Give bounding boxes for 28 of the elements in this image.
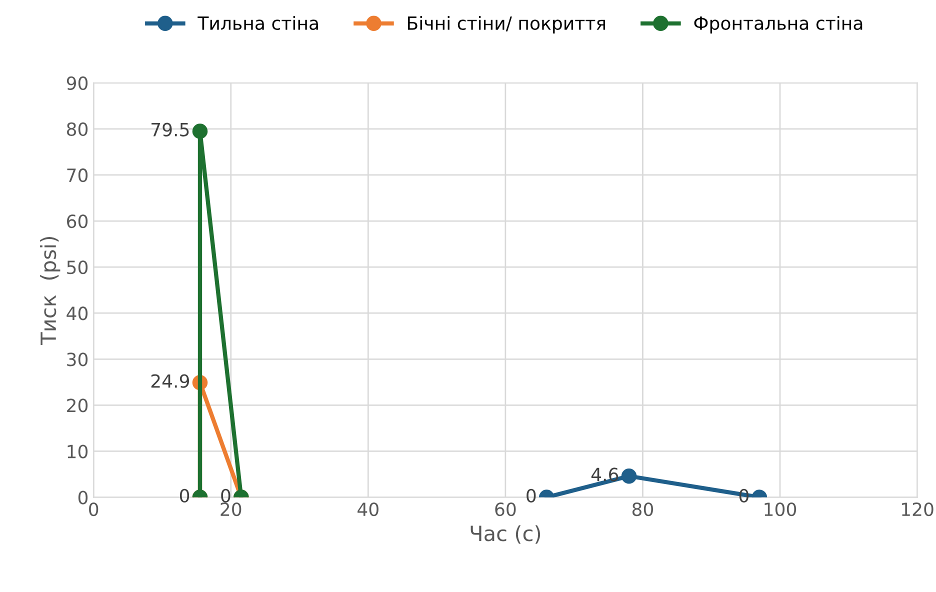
y-tick-label: 90 bbox=[66, 76, 88, 90]
x-tick-label: 120 bbox=[902, 502, 934, 516]
x-axis-title: Час (с) bbox=[470, 525, 540, 544]
y-tick-label: 30 bbox=[67, 352, 88, 366]
y-tick-label: 10 bbox=[68, 444, 88, 458]
x-tick-label: 0 bbox=[89, 502, 98, 516]
data-label: 24.9 bbox=[151, 374, 189, 388]
y-tick-label: 70 bbox=[67, 168, 88, 182]
data-label: 79.5 bbox=[152, 122, 189, 136]
y-tick-label: 80 bbox=[66, 122, 88, 136]
data-label: 0 bbox=[526, 488, 536, 503]
x-tick-label: 60 bbox=[495, 502, 516, 516]
legend-label: Бічні стіни/ покриття bbox=[408, 16, 605, 34]
y-axis-title: Тиск (psi) bbox=[40, 237, 60, 345]
data-label: 0 bbox=[180, 488, 190, 503]
y-tick-label: 50 bbox=[67, 260, 88, 274]
y-tick-label: 40 bbox=[66, 306, 88, 320]
data-label: 0 bbox=[221, 488, 230, 503]
x-tick-label: 40 bbox=[358, 502, 378, 516]
x-tick-label: 20 bbox=[220, 502, 242, 516]
x-tick-label: 80 bbox=[632, 502, 654, 516]
y-tick-label: 20 bbox=[67, 398, 88, 412]
x-tick-label: 100 bbox=[764, 502, 796, 516]
data-label: 4.6 bbox=[591, 468, 618, 482]
legend-label: Фронтальна стіна bbox=[694, 16, 862, 34]
legend-label: Тильна стіна bbox=[198, 16, 318, 30]
y-tick-label: 60 bbox=[67, 214, 88, 228]
y-tick-label: 0 bbox=[78, 490, 88, 504]
